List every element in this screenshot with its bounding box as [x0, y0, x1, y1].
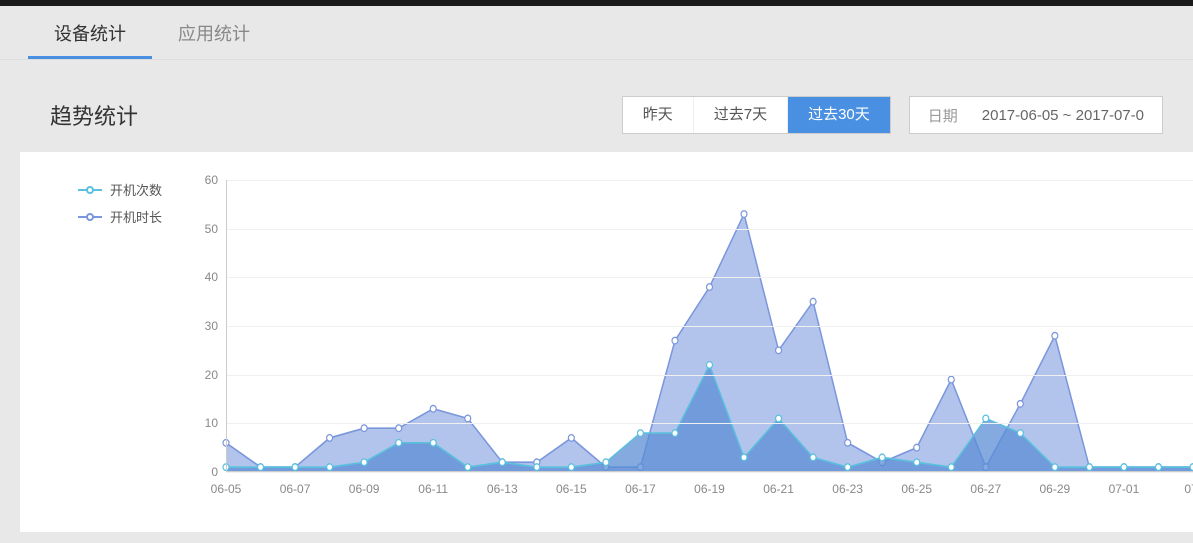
series-marker-0[interactable]	[396, 439, 402, 446]
series-marker-0[interactable]	[845, 464, 851, 471]
grid-line	[226, 375, 1193, 376]
x-tick-label: 07-01	[1109, 472, 1140, 496]
y-tick-label: 50	[205, 222, 226, 236]
series-marker-0[interactable]	[258, 464, 264, 471]
tab-1[interactable]: 应用统计	[152, 6, 276, 59]
series-marker-0[interactable]	[292, 464, 298, 471]
series-marker-0[interactable]	[568, 464, 574, 471]
series-marker-0[interactable]	[1121, 464, 1127, 471]
x-tick-label: 06-11	[418, 472, 448, 496]
series-marker-1[interactable]	[465, 415, 471, 422]
range-button-2[interactable]: 过去30天	[788, 97, 890, 133]
x-tick-label: 06-27	[970, 472, 1001, 496]
series-marker-1[interactable]	[948, 376, 954, 383]
series-marker-1[interactable]	[327, 435, 333, 442]
legend-label: 开机时长	[110, 207, 162, 226]
x-tick-label: 06-23	[832, 472, 863, 496]
chart-plot-area: 010203040506006-0506-0706-0906-1106-1306…	[226, 180, 1193, 472]
y-tick-label: 10	[205, 416, 226, 430]
grid-line	[226, 423, 1193, 424]
panel-wrap: 趋势统计 昨天过去7天过去30天 日期 2017-06-05 ~ 2017-07…	[0, 60, 1193, 532]
series-marker-1[interactable]	[672, 337, 678, 344]
x-tick-label: 06-09	[349, 472, 380, 496]
y-tick-label: 20	[205, 368, 226, 382]
y-tick-label: 40	[205, 270, 226, 284]
grid-line	[226, 277, 1193, 278]
series-marker-0[interactable]	[741, 454, 747, 461]
series-marker-1[interactable]	[810, 298, 816, 305]
x-tick-label: 06-07	[280, 472, 311, 496]
series-marker-0[interactable]	[879, 454, 885, 461]
series-marker-0[interactable]	[499, 459, 505, 466]
main-tabs: 设备统计应用统计	[0, 6, 1193, 60]
grid-line	[226, 180, 1193, 181]
series-marker-1[interactable]	[914, 444, 920, 451]
series-marker-1[interactable]	[741, 211, 747, 218]
date-value: 2017-06-05 ~ 2017-07-0	[982, 107, 1144, 124]
series-marker-0[interactable]	[1155, 464, 1161, 471]
x-tick-label: 06-17	[625, 472, 656, 496]
series-marker-1[interactable]	[1052, 332, 1058, 339]
series-marker-0[interactable]	[430, 439, 436, 446]
range-button-1[interactable]: 过去7天	[694, 97, 788, 133]
legend-item-0[interactable]: 开机次数	[78, 180, 162, 199]
series-marker-0[interactable]	[603, 459, 609, 466]
panel-title: 趋势统计	[50, 99, 138, 131]
series-marker-0[interactable]	[465, 464, 471, 471]
series-marker-0[interactable]	[534, 464, 540, 471]
legend-marker-icon	[78, 216, 102, 218]
series-marker-1[interactable]	[776, 347, 782, 354]
chart-legend: 开机次数开机时长	[78, 180, 162, 234]
y-tick-label: 60	[205, 173, 226, 187]
series-marker-1[interactable]	[430, 405, 436, 412]
series-marker-0[interactable]	[327, 464, 333, 471]
grid-line	[226, 229, 1193, 230]
series-marker-1[interactable]	[396, 425, 402, 432]
legend-item-1[interactable]: 开机时长	[78, 207, 162, 226]
x-tick-label: 06-13	[487, 472, 518, 496]
legend-marker-icon	[78, 189, 102, 191]
grid-line	[226, 326, 1193, 327]
series-marker-0[interactable]	[361, 459, 367, 466]
date-range-picker[interactable]: 日期 2017-06-05 ~ 2017-07-0	[909, 96, 1163, 134]
series-marker-0[interactable]	[914, 459, 920, 466]
x-tick-label: 06-29	[1039, 472, 1070, 496]
series-marker-1[interactable]	[1017, 401, 1023, 408]
series-marker-1[interactable]	[845, 439, 851, 446]
series-marker-0[interactable]	[672, 430, 678, 437]
trend-chart-card: 开机次数开机时长 010203040506006-0506-0706-0906-…	[20, 152, 1193, 532]
x-tick-label: 06-21	[763, 472, 794, 496]
x-tick-label: 06-05	[211, 472, 242, 496]
x-tick-label: 06-19	[694, 472, 725, 496]
series-marker-0[interactable]	[1052, 464, 1058, 471]
time-range-group: 昨天过去7天过去30天	[622, 96, 891, 134]
series-marker-0[interactable]	[983, 415, 989, 422]
series-marker-1[interactable]	[361, 425, 367, 432]
tab-0[interactable]: 设备统计	[28, 6, 152, 59]
x-tick-label: 06-25	[901, 472, 932, 496]
series-marker-0[interactable]	[707, 362, 713, 369]
legend-label: 开机次数	[110, 180, 162, 199]
y-tick-label: 30	[205, 319, 226, 333]
series-marker-0[interactable]	[948, 464, 954, 471]
x-tick-label: 06-15	[556, 472, 587, 496]
series-marker-1[interactable]	[707, 284, 713, 291]
series-marker-0[interactable]	[776, 415, 782, 422]
series-marker-1[interactable]	[568, 435, 574, 442]
x-tick-label: 07-	[1184, 472, 1193, 496]
series-marker-0[interactable]	[1017, 430, 1023, 437]
series-marker-0[interactable]	[810, 454, 816, 461]
panel-header: 趋势统计 昨天过去7天过去30天 日期 2017-06-05 ~ 2017-07…	[10, 78, 1193, 152]
series-marker-0[interactable]	[637, 430, 643, 437]
y-axis	[226, 180, 227, 472]
date-label: 日期	[928, 105, 958, 126]
series-marker-0[interactable]	[1086, 464, 1092, 471]
range-button-0[interactable]: 昨天	[623, 97, 694, 133]
